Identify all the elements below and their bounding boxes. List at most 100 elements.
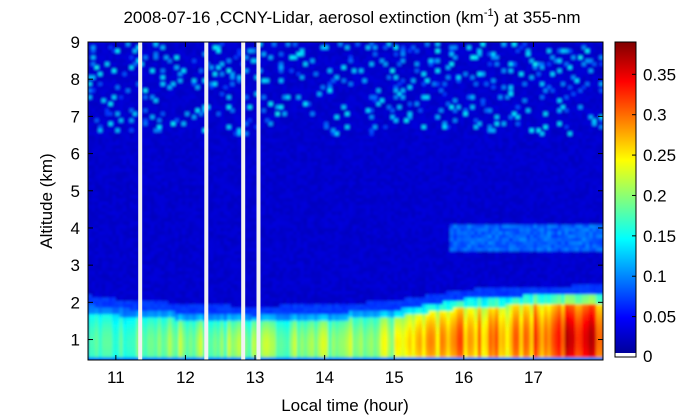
- heatmap-cell: [119, 273, 124, 278]
- heatmap-cell: [91, 75, 96, 80]
- heatmap-cell: [216, 114, 221, 119]
- heatmap-cell: [216, 78, 221, 83]
- heatmap-cell: [140, 118, 145, 123]
- heatmap-cell: [195, 91, 200, 96]
- heatmap-cell: [192, 237, 197, 242]
- heatmap-cell: [154, 191, 159, 195]
- heatmap-cell: [143, 65, 148, 70]
- heatmap-cell: [147, 187, 152, 192]
- heatmap-cell: [199, 101, 204, 106]
- heatmap-cell: [119, 78, 124, 83]
- heatmap-cell: [185, 187, 190, 192]
- heatmap-cell: [213, 134, 218, 139]
- heatmap-cell: [88, 71, 93, 76]
- heatmap-cell: [112, 307, 117, 311]
- heatmap-cell: [248, 42, 253, 46]
- heatmap-cell: [192, 320, 197, 325]
- heatmap-cell: [133, 124, 138, 129]
- heatmap-cell: [195, 124, 200, 129]
- heatmap-cell: [112, 227, 117, 232]
- heatmap-cell: [115, 45, 120, 50]
- heatmap-cell: [161, 45, 166, 50]
- heatmap-cell: [192, 131, 197, 136]
- heatmap-cell: [88, 154, 93, 159]
- heatmap-cell: [150, 210, 155, 215]
- heatmap-cell: [174, 217, 180, 222]
- heatmap-cell: [195, 260, 200, 265]
- heatmap-cell: [129, 210, 134, 215]
- heatmap-cell: [164, 217, 169, 222]
- heatmap-cell: [150, 141, 155, 146]
- heatmap-cell: [133, 131, 138, 136]
- heatmap-cell: [157, 240, 162, 245]
- heatmap-cell: [185, 201, 190, 205]
- heatmap-cell: [181, 323, 187, 328]
- heatmap-cell: [209, 174, 214, 179]
- heatmap-cell: [101, 230, 106, 235]
- heatmap-cell: [157, 263, 162, 268]
- heatmap-cell: [98, 144, 103, 149]
- heatmap-cell: [105, 303, 110, 308]
- heatmap-cell: [216, 91, 221, 96]
- heatmap-cell: [108, 336, 113, 341]
- heatmap-cell: [98, 227, 103, 232]
- heatmap-cell: [98, 313, 103, 318]
- heatmap-cell: [147, 240, 152, 245]
- heatmap-cell: [105, 111, 110, 116]
- heatmap-cell: [133, 247, 138, 252]
- heatmap-cell: [126, 303, 131, 308]
- heatmap-cell: [122, 346, 127, 351]
- heatmap-cell: [143, 154, 148, 159]
- heatmap-cell: [171, 257, 176, 262]
- heatmap-cell: [105, 227, 110, 232]
- heatmap-cell: [94, 95, 100, 99]
- heatmap-cell: [209, 336, 214, 341]
- heatmap-cell: [126, 280, 131, 285]
- heatmap-cell: [101, 247, 106, 252]
- heatmap-cell: [94, 118, 100, 123]
- heatmap-cell: [192, 326, 197, 331]
- heatmap-cell: [171, 340, 176, 345]
- heatmap-cell: [209, 346, 214, 351]
- heatmap-cell: [112, 181, 117, 186]
- heatmap-cell: [206, 307, 211, 311]
- heatmap-cell: [108, 210, 113, 215]
- heatmap-cell: [147, 293, 152, 298]
- heatmap-cell: [157, 283, 162, 288]
- heatmap-cell: [119, 227, 124, 232]
- heatmap-cell: [171, 320, 176, 325]
- heatmap-cell: [216, 55, 221, 60]
- heatmap-cell: [115, 141, 120, 146]
- heatmap-cell: [112, 157, 117, 162]
- heatmap-cell: [119, 108, 124, 113]
- heatmap-cell: [143, 210, 148, 215]
- heatmap-cell: [161, 134, 166, 139]
- heatmap-cell: [94, 293, 100, 298]
- heatmap-cell: [88, 273, 93, 278]
- heatmap-cell: [178, 88, 183, 93]
- heatmap-cell: [94, 88, 100, 93]
- heatmap-cell: [174, 108, 180, 113]
- heatmap-cell: [88, 118, 93, 123]
- heatmap-cell: [119, 114, 124, 119]
- heatmap-cell: [185, 356, 190, 360]
- heatmap-cell: [206, 161, 211, 166]
- heatmap-cell: [101, 124, 106, 129]
- heatmap-cell: [185, 307, 190, 311]
- heatmap-cell: [195, 194, 200, 199]
- heatmap-cell: [161, 55, 166, 60]
- heatmap-cell: [119, 220, 124, 225]
- heatmap-cell: [199, 230, 204, 235]
- heatmap-cell: [164, 81, 169, 86]
- heatmap-cell: [185, 194, 190, 199]
- heatmap-cell: [88, 204, 93, 209]
- heatmap-cell: [171, 210, 176, 215]
- heatmap-cell: [216, 177, 221, 182]
- heatmap-cell: [112, 111, 117, 116]
- heatmap-cell: [181, 240, 187, 245]
- heatmap-cell: [185, 224, 190, 229]
- heatmap-cell: [88, 214, 93, 219]
- heatmap-cell: [188, 187, 193, 192]
- heatmap-cell: [206, 164, 211, 169]
- heatmap-cell: [101, 303, 106, 308]
